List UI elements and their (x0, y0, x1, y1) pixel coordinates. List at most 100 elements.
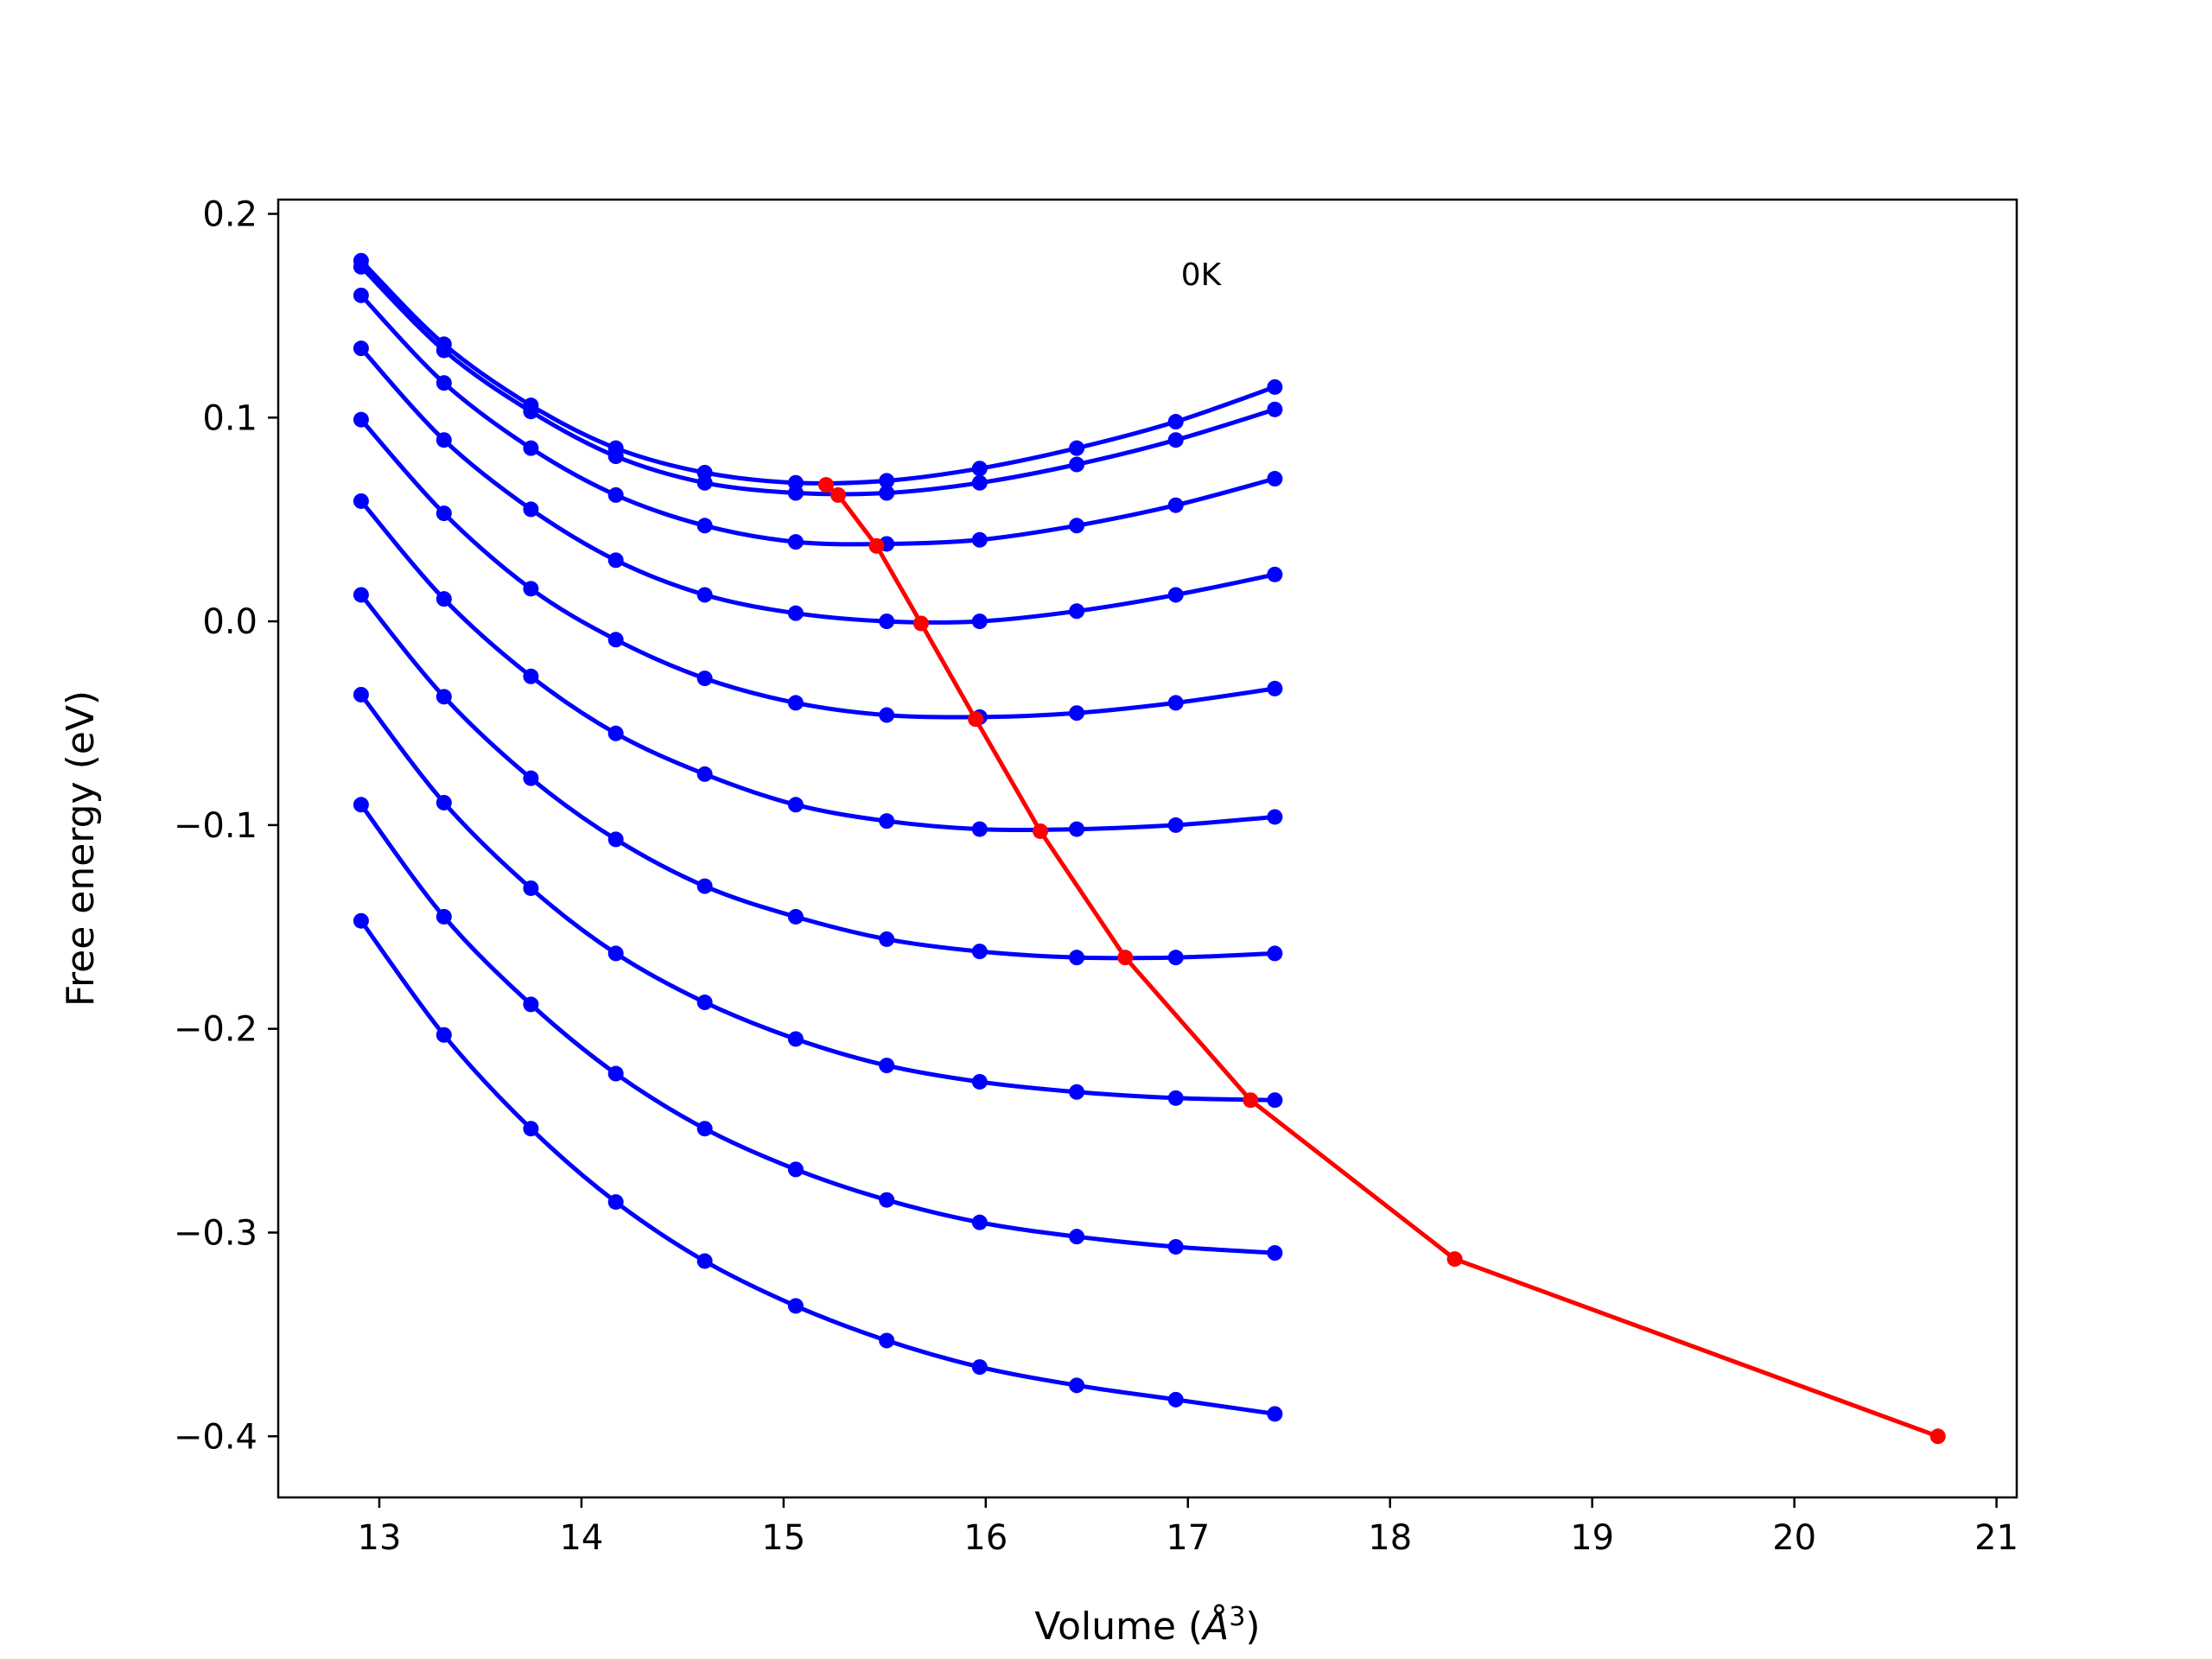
curve-8-point-5 (787, 1161, 804, 1178)
curve-8-point-8 (1069, 1229, 1085, 1245)
curve-8-point-9 (1167, 1238, 1184, 1255)
curve-1-point-4 (696, 474, 713, 491)
curve-5-point-2 (523, 668, 539, 684)
curve-6-point-10 (1267, 945, 1283, 962)
plot-area (276, 198, 2018, 1499)
x-tick-label-21: 21 (1974, 1518, 2018, 1558)
curve-4-point-5 (787, 695, 804, 711)
curve-7-point-0 (353, 686, 369, 702)
curve-5-point-1 (435, 591, 452, 607)
curve-9-point-8 (1069, 1377, 1085, 1394)
curve-3-point-8 (1069, 603, 1085, 620)
minimum-point-1 (830, 486, 847, 503)
minimum-point-4 (968, 711, 984, 728)
curve-5-point-3 (607, 725, 624, 741)
curve-9-point-5 (787, 1298, 804, 1314)
x-axis-label: Volume (Å3) (1034, 1602, 1260, 1649)
minimum-point-5 (1033, 823, 1049, 839)
curve-3-point-7 (971, 613, 988, 630)
curve-6-point-0 (353, 587, 369, 603)
curve-8-point-4 (696, 1121, 713, 1137)
curve-7-point-9 (1167, 1090, 1184, 1106)
curve-6-point-5 (787, 908, 804, 925)
curve-4-point-9 (1167, 695, 1184, 711)
minimum-point-7 (1243, 1092, 1259, 1109)
curve-1-point-8 (1069, 456, 1085, 473)
x-tick-label-15: 15 (761, 1518, 805, 1558)
curve-8-point-3 (607, 1065, 624, 1082)
curve-4-point-6 (879, 707, 895, 723)
curve-2-point-10 (1267, 471, 1283, 487)
curve-3-point-6 (879, 613, 895, 630)
curve-8-point-1 (435, 908, 452, 925)
curve-3-point-10 (1267, 566, 1283, 582)
curve-5-point-6 (879, 813, 895, 830)
curve-2-point-5 (787, 534, 804, 550)
curve-8-point-0 (353, 797, 369, 813)
curve-4-point-8 (1069, 705, 1085, 721)
curve-6-point-7 (971, 944, 988, 960)
curve-6-point-9 (1167, 950, 1184, 966)
curve-7-point-8 (1069, 1084, 1085, 1100)
curve-2-point-8 (1069, 518, 1085, 534)
curve-7 (359, 693, 1275, 1103)
minimum-point-2 (868, 537, 885, 554)
curve-4-point-0 (353, 411, 369, 428)
curve-9-point-7 (971, 1359, 988, 1376)
curve-1-point-7 (971, 474, 988, 491)
curve-2-point-9 (1167, 497, 1184, 513)
curve-4-point-3 (607, 632, 624, 648)
curve-0-point-10 (1267, 378, 1283, 395)
axis-ticks: 13 14 15 16 17 18 19 20 21 0.2 0.1 0.0 −0.1 −0.2 −0.3 −… (174, 195, 2018, 1558)
y-tick-label-3: −0.1 (174, 806, 257, 846)
curve-3-point-1 (435, 432, 452, 448)
minimum-point-8 (1446, 1251, 1463, 1268)
curve-2-point-0 (353, 287, 369, 303)
curve-8-point-10 (1267, 1245, 1283, 1262)
curve-1-point-1 (435, 342, 452, 359)
curve-1-point-9 (1167, 432, 1184, 448)
curve-6-point-2 (523, 770, 539, 786)
curve-3-point-4 (696, 587, 713, 603)
curve-9 (359, 919, 1275, 1416)
curve-7-point-4 (696, 995, 713, 1011)
curve-2-point-3 (607, 486, 624, 503)
minimum-point-9 (1929, 1428, 1946, 1445)
curve-7-point-1 (435, 794, 452, 810)
curve-3-point-9 (1167, 587, 1184, 603)
curve-2-point-1 (435, 375, 452, 391)
curve-8 (359, 803, 1275, 1255)
curve-9-point-3 (607, 1194, 624, 1211)
curve-5-point-7 (971, 821, 988, 837)
curve-4-point-4 (696, 671, 713, 687)
curve-6 (359, 593, 1275, 961)
curve-9-point-0 (353, 912, 369, 929)
curve-5-point-10 (1267, 809, 1283, 825)
curve-5-point-5 (787, 797, 804, 813)
minimum-line (824, 483, 1939, 1439)
curve-7-point-5 (787, 1031, 804, 1047)
curve-6-point-8 (1069, 950, 1085, 966)
curve-1-point-3 (607, 448, 624, 465)
curve-9-point-9 (1167, 1391, 1184, 1408)
y-tick-label-6: −0.4 (174, 1417, 257, 1457)
y-tick-label-4: −0.2 (174, 1010, 257, 1050)
curve-2-point-4 (696, 518, 713, 534)
curve-3-point-2 (523, 501, 539, 518)
curve-2-point-7 (971, 531, 988, 548)
curve-3-point-0 (353, 340, 369, 357)
curve-0-point-9 (1167, 414, 1184, 430)
curve-8-point-6 (879, 1192, 895, 1208)
x-tick-label-17: 17 (1166, 1518, 1210, 1558)
curve-1-point-10 (1267, 401, 1283, 417)
curve-7-point-3 (607, 945, 624, 962)
curve-7-point-6 (879, 1058, 895, 1074)
minimum-point-3 (912, 615, 929, 632)
annotation-0K: 0K (1181, 257, 1223, 293)
curve-7-point-2 (523, 880, 539, 896)
curve-0-point-8 (1069, 440, 1085, 456)
curve-5-point-4 (696, 766, 713, 782)
curve-9-point-10 (1267, 1406, 1283, 1422)
